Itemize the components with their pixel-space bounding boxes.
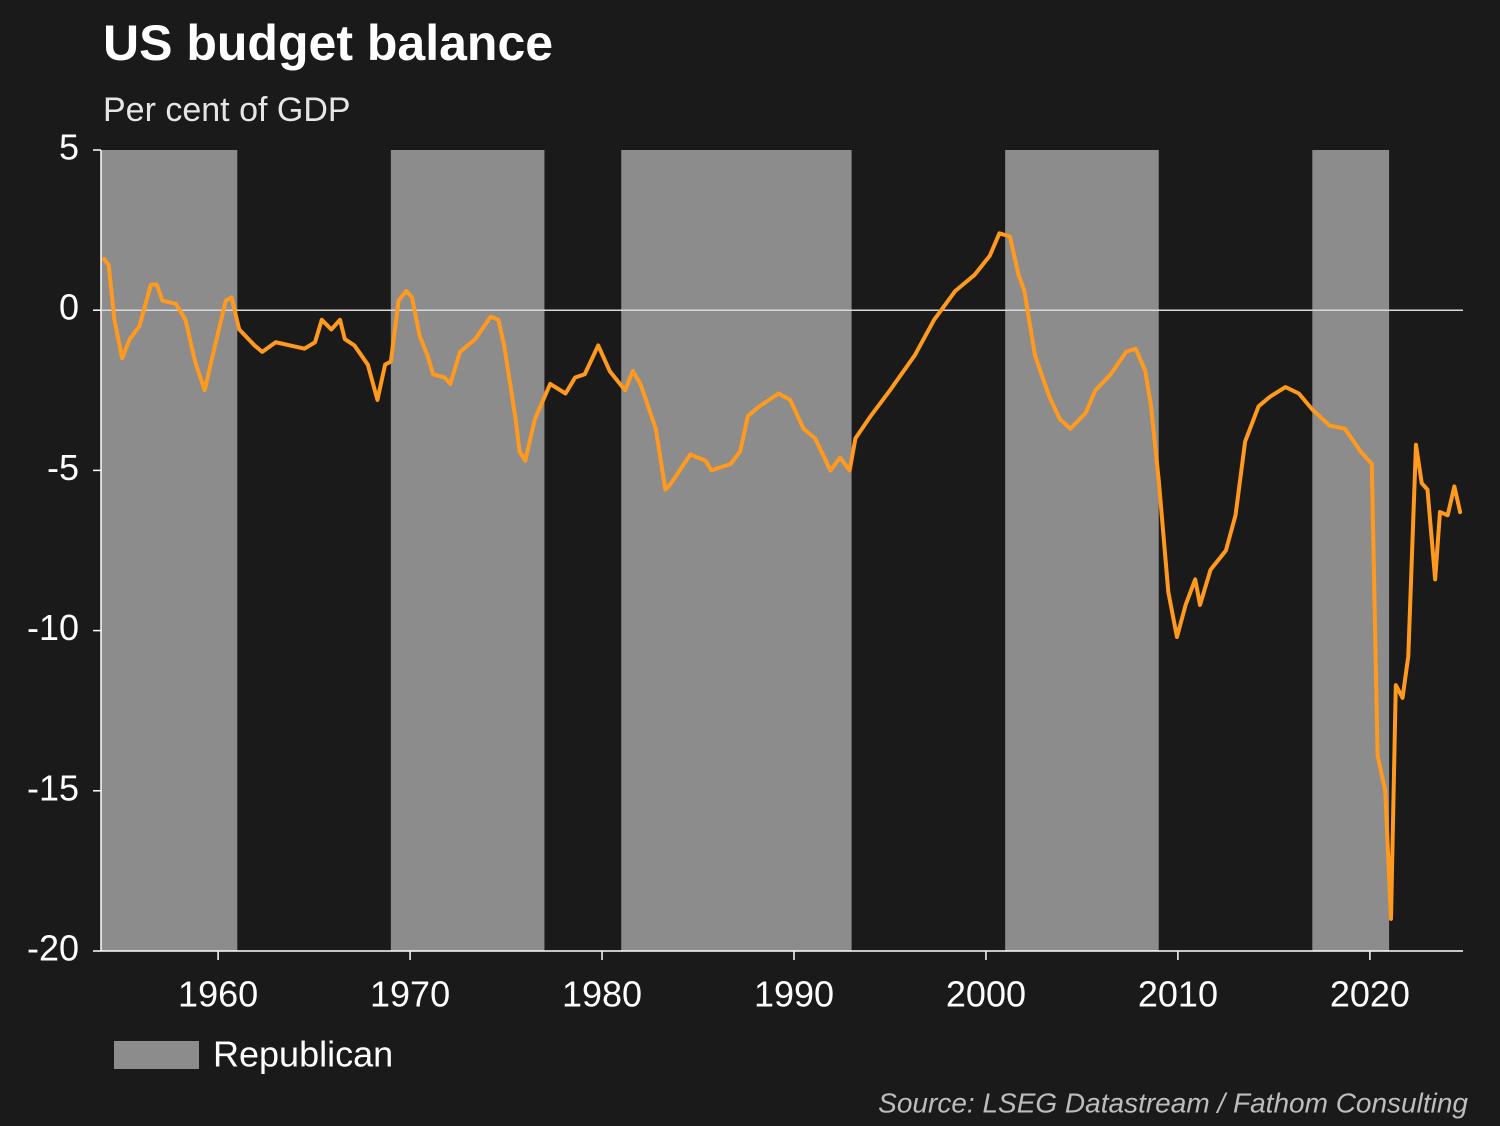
plot: 5 0 -5 -10 -15 -20 1960 1970 1980 1990 2000 2010 202… [27,127,1463,1075]
shaded-period [621,150,852,951]
shaded-bands [101,150,1390,951]
shaded-period [101,150,238,951]
x-tick-label: 1980 [562,974,642,1015]
y-tick-label: -20 [27,928,79,969]
legend-swatch [114,1041,199,1069]
shaded-period [1312,150,1390,951]
chart-title: US budget balance [103,15,553,71]
x-tick-label: 1970 [370,974,450,1015]
x-tick-label: 1960 [178,974,258,1015]
x-tick-label: 2010 [1138,974,1218,1015]
legend-label: Republican [213,1034,393,1075]
budget-line [102,231,1463,921]
shaded-period [390,150,545,951]
shaded-period [1005,150,1159,951]
y-tick-label: 5 [59,127,79,168]
x-tick-label: 2020 [1330,974,1410,1015]
x-tick-label: 1990 [754,974,834,1015]
x-tick-label: 2000 [946,974,1026,1015]
y-tick-label: -15 [27,767,79,808]
y-tick-label: -10 [27,607,79,648]
source-note: Source: LSEG Datastream / Fathom Consult… [878,1087,1468,1118]
y-tick-label: 0 [59,287,79,328]
y-tick-label: -5 [47,447,79,488]
chart-subtitle: Per cent of GDP [103,91,351,129]
